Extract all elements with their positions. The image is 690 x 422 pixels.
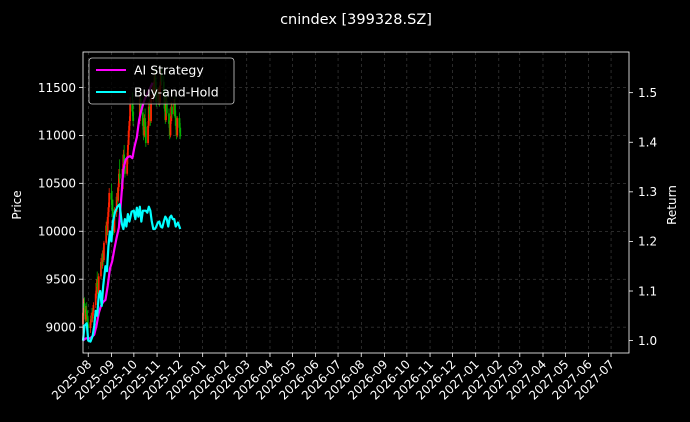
candle-body [123, 154, 126, 167]
candle-body [127, 130, 130, 145]
candle-body [168, 113, 170, 124]
y-tick-label-right: 1.0 [638, 334, 657, 348]
y-tick-label-right: 1.3 [638, 185, 657, 199]
candle-body [118, 173, 120, 188]
candle-body [128, 121, 131, 131]
candle-body [129, 104, 132, 122]
candle-body [105, 225, 108, 243]
candle-body [106, 216, 109, 233]
candle-body [96, 283, 99, 287]
candle-body [126, 144, 129, 157]
candle-body [100, 261, 102, 277]
candle-body [103, 242, 105, 261]
candle-body [110, 192, 113, 200]
candle-body [91, 311, 94, 319]
legend-label-buy-and-hold: Buy-and-Hold [134, 85, 219, 100]
chart-title: cnindex [399328.SZ] [280, 12, 432, 28]
series-lines [81, 82, 182, 343]
candle-body [176, 118, 179, 136]
candle-body [89, 322, 92, 329]
candle-body [179, 127, 182, 137]
y-tick-label-left: 11500 [38, 81, 76, 95]
candle-body [165, 100, 168, 114]
candle-body [97, 276, 100, 295]
candle-body [83, 303, 86, 308]
candle-body [95, 283, 98, 294]
y-axis-label-right: Return [665, 185, 679, 225]
candle-body [178, 118, 181, 128]
y-tick-label-left: 11000 [38, 129, 76, 143]
candle-body [147, 125, 149, 144]
candle-body [131, 104, 134, 112]
series-line-buy-and-hold [81, 203, 182, 343]
series-line-ai-strategy [82, 82, 154, 342]
y-tick-label-left: 9000 [45, 320, 76, 334]
y-tick-label-left: 10500 [38, 177, 76, 191]
candle-body [92, 305, 95, 312]
legend: AI Strategy Buy-and-Hold [88, 57, 235, 105]
y-tick-label-right: 1.1 [638, 284, 657, 298]
candle-body [117, 187, 120, 201]
candle-body [113, 212, 116, 232]
candle-body [115, 196, 118, 213]
candle-body [144, 126, 147, 144]
candle-body [111, 199, 114, 210]
legend-label-ai-strategy: AI Strategy [134, 63, 204, 78]
candle-body [123, 166, 126, 174]
candle-body [174, 102, 176, 117]
candle-body [148, 106, 151, 115]
candle-body [85, 309, 88, 315]
candle-body [150, 98, 152, 122]
candle-body [132, 111, 135, 122]
candle-body [169, 121, 172, 136]
candle-body [174, 116, 177, 126]
candle-body [108, 192, 111, 208]
plot-frame [82, 51, 630, 354]
candle-body [86, 315, 89, 325]
candle-body [126, 156, 129, 174]
candle-body [94, 293, 97, 306]
y-tick-label-right: 1.5 [638, 86, 657, 100]
y-axis-label-left: Price [10, 190, 24, 219]
candle-body [171, 106, 173, 115]
candle-body [147, 106, 150, 126]
candle-body [118, 173, 121, 179]
candle-body [107, 207, 110, 217]
y-tick-label-right: 1.2 [638, 235, 657, 249]
candle-body [112, 209, 114, 217]
candle-body [90, 315, 93, 323]
candle-body [144, 118, 146, 127]
y-tick-label-left: 10000 [38, 225, 76, 239]
candle-body [141, 112, 144, 126]
y-tick-label-right: 1.4 [638, 136, 657, 150]
y-tick-label-left: 9500 [45, 272, 76, 286]
candle-body [87, 324, 90, 329]
candle-body [139, 98, 142, 113]
